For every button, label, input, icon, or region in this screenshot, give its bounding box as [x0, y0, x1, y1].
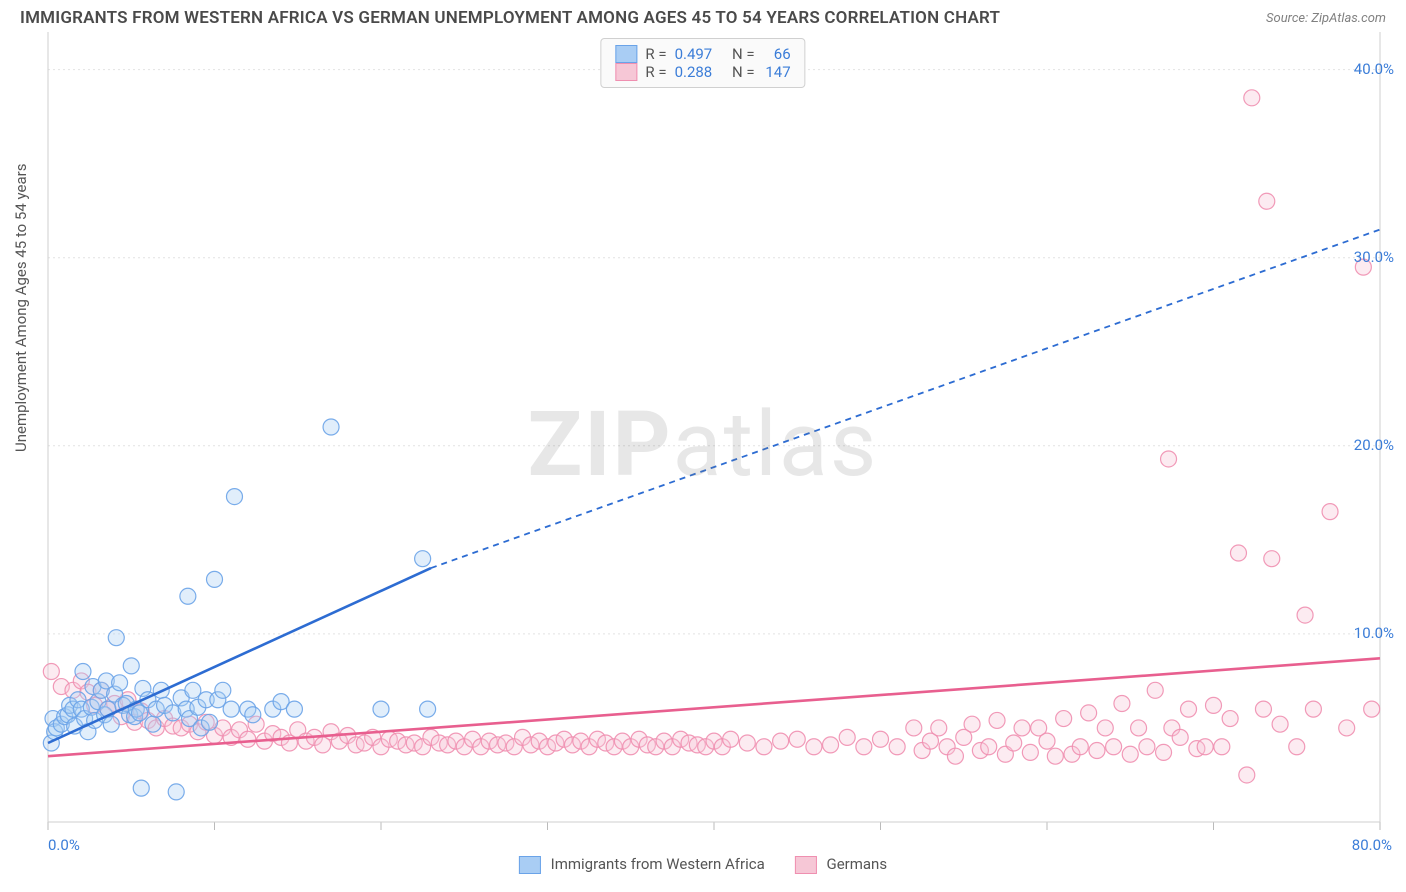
- chart-container: ZIPatlas Unemployment Among Ages 45 to 5…: [0, 32, 1406, 882]
- chart-header: IMMIGRANTS FROM WESTERN AFRICA VS GERMAN…: [0, 0, 1406, 32]
- y-tick-label: 40.0%: [1354, 60, 1394, 78]
- legend-label: Immigrants from Western Africa: [551, 855, 765, 873]
- legend-swatch: [615, 45, 637, 63]
- legend-item: Immigrants from Western Africa: [519, 855, 765, 874]
- x-tick-label: 0.0%: [48, 836, 80, 854]
- legend-row: R = 0.497 N = 66: [615, 45, 790, 63]
- legend-n-label: N =: [732, 45, 755, 63]
- legend-swatch: [519, 856, 541, 874]
- legend-n-label: N =: [732, 63, 755, 81]
- legend-n-value: 147: [763, 63, 791, 81]
- legend-label: Germans: [826, 855, 887, 873]
- legend-r-value: 0.288: [675, 63, 713, 81]
- legend-correlation: R = 0.497 N = 66 R = 0.288 N = 147: [600, 38, 805, 88]
- legend-swatch: [795, 856, 817, 874]
- y-tick-label: 20.0%: [1354, 436, 1394, 454]
- legend-r-label: R =: [645, 63, 666, 81]
- y-tick-label: 30.0%: [1354, 248, 1394, 266]
- chart-source: Source: ZipAtlas.com: [1266, 11, 1386, 26]
- legend-row: R = 0.288 N = 147: [615, 63, 790, 81]
- legend-r-value: 0.497: [675, 45, 713, 63]
- y-axis-label: Unemployment Among Ages 45 to 54 years: [12, 164, 30, 452]
- legend-swatch: [615, 63, 637, 81]
- scatter-chart: [0, 32, 1406, 882]
- chart-title: IMMIGRANTS FROM WESTERN AFRICA VS GERMAN…: [20, 8, 1000, 28]
- y-tick-label: 10.0%: [1354, 624, 1394, 642]
- legend-item: Germans: [795, 855, 887, 874]
- legend-r-label: R =: [645, 45, 666, 63]
- legend-n-value: 66: [763, 45, 791, 63]
- x-tick-label: 80.0%: [1352, 836, 1392, 854]
- legend-series: Immigrants from Western Africa Germans: [519, 855, 887, 874]
